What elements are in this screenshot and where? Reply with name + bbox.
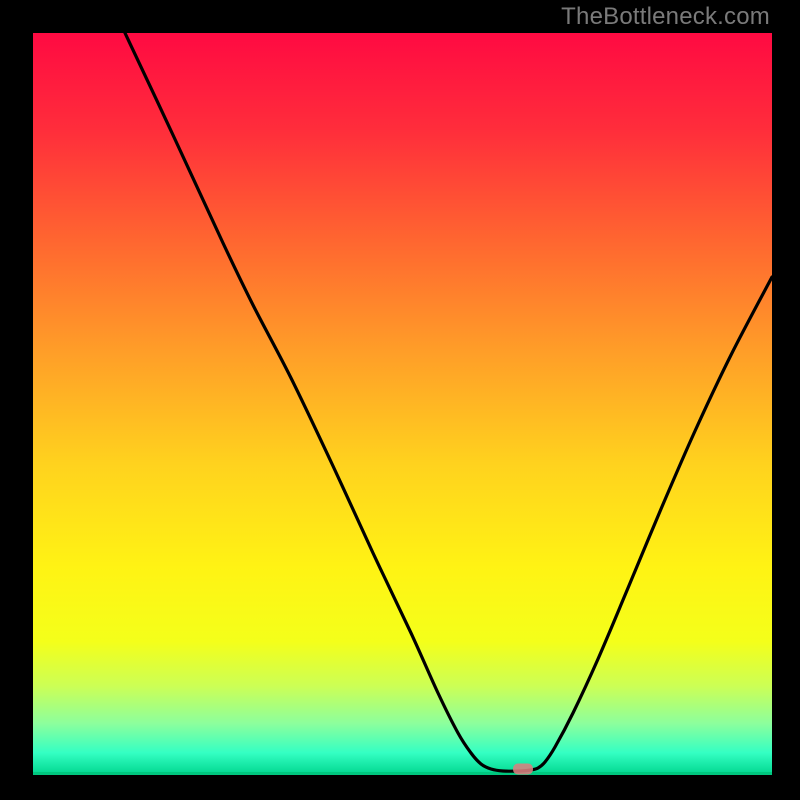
chart-frame: TheBottleneck.com xyxy=(0,0,800,800)
gradient-background xyxy=(33,33,772,775)
plot-area xyxy=(33,33,772,775)
watermark-text: TheBottleneck.com xyxy=(561,3,770,31)
plot-svg xyxy=(33,33,772,775)
optimum-marker xyxy=(513,764,533,775)
